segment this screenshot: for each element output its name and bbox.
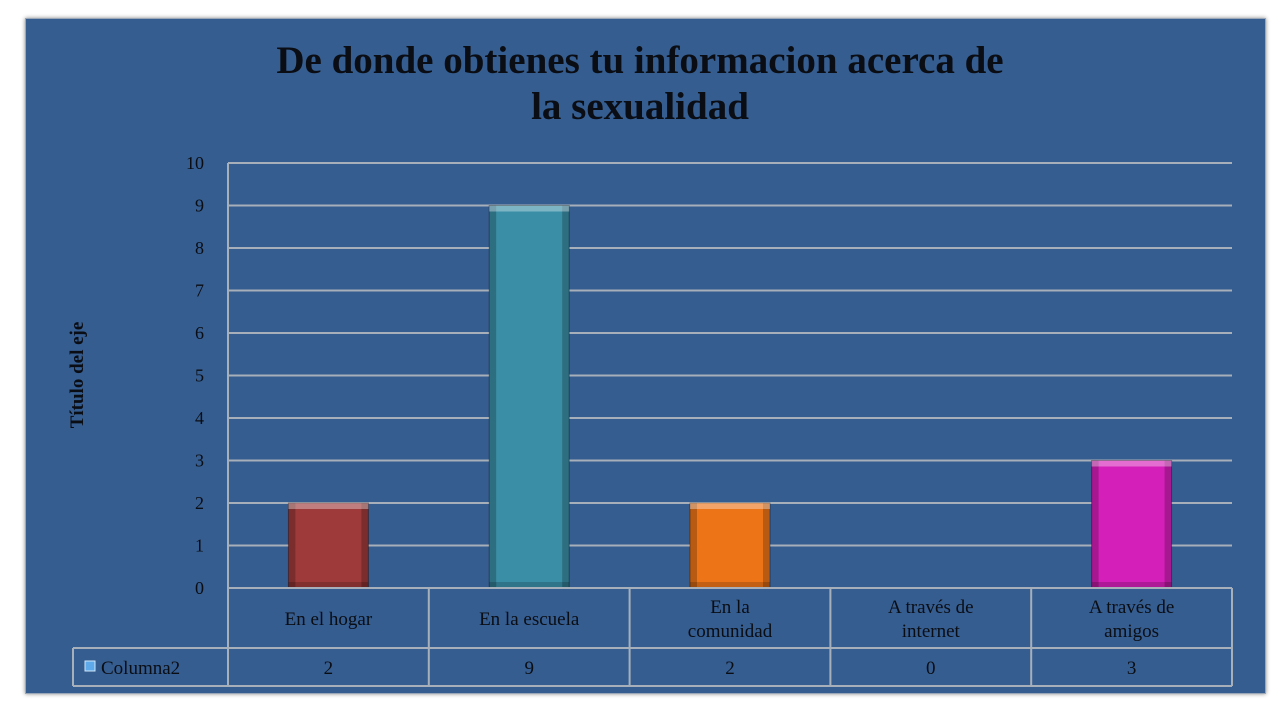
bar-bevel-top-0 <box>288 503 369 509</box>
data-table-value-4: 3 <box>1127 658 1137 679</box>
y-tick-label-6: 6 <box>195 323 204 343</box>
y-tick-label-9: 9 <box>195 196 204 216</box>
bar-bevel-bottom-0 <box>288 582 369 588</box>
bar-4 <box>1091 460 1173 589</box>
data-table-value-1: 9 <box>524 658 534 679</box>
x-category-label-0-line-0: En el hogar <box>285 609 373 630</box>
bar-bevel-top-2 <box>690 503 770 509</box>
y-axis-title: Título del eje <box>67 322 88 429</box>
bar-bevel-bottom-4 <box>1091 582 1172 588</box>
bar-2 <box>689 502 771 589</box>
y-tick-label-3: 3 <box>195 451 204 471</box>
x-category-label-4-line-0: A través de <box>1089 597 1174 618</box>
bar-bevel-bottom-1 <box>489 582 570 588</box>
bar-bevel-bottom-2 <box>690 582 770 588</box>
chart-title: De donde obtienes tu informacion acerca … <box>0 38 1280 130</box>
bar-bevel-right-1 <box>562 205 570 588</box>
x-category-label-2-line-1: comunidad <box>688 621 773 642</box>
bar-bevel-top-1 <box>489 205 570 212</box>
chart-title-line-2: la sexualidad <box>531 85 749 128</box>
bar-0 <box>287 502 369 589</box>
legend-key-columna2 <box>84 660 96 672</box>
chart-title-line-1: De donde obtienes tu informacion acerca … <box>276 39 1004 82</box>
bar-bevel-top-4 <box>1091 460 1172 467</box>
bar-bevel-left-0 <box>288 503 296 588</box>
x-category-label-2-line-0: En la <box>710 597 750 618</box>
bar-bevel-right-2 <box>763 503 770 588</box>
y-tick-label-8: 8 <box>195 238 204 258</box>
bar-1 <box>488 205 570 589</box>
data-table-value-3: 0 <box>926 658 936 679</box>
y-tick-label-0: 0 <box>195 578 204 598</box>
y-tick-label-10: 10 <box>186 153 204 173</box>
y-tick-label-7: 7 <box>195 281 204 301</box>
bar-bevel-left-4 <box>1091 460 1099 588</box>
y-tick-label-1: 1 <box>195 536 204 556</box>
bar-bevel-left-1 <box>489 205 497 588</box>
x-category-label-3-line-0: A través de <box>888 597 973 618</box>
data-table-value-0: 2 <box>324 658 334 679</box>
x-category-label-3-line-1: internet <box>902 621 961 642</box>
bar-bevel-right-4 <box>1164 460 1172 588</box>
data-table-value-2: 2 <box>725 658 735 679</box>
bar-bevel-left-2 <box>690 503 697 588</box>
x-category-label-4-line-1: amigos <box>1104 621 1159 642</box>
y-tick-label-2: 2 <box>195 493 204 513</box>
chart-area <box>25 18 1266 694</box>
x-category-label-1-line-0: En la escuela <box>479 609 580 630</box>
y-tick-label-4: 4 <box>195 408 204 428</box>
y-tick-label-5: 5 <box>195 366 204 386</box>
legend-label-columna2: Columna2 <box>101 658 180 679</box>
bar-bevel-right-0 <box>361 503 369 588</box>
